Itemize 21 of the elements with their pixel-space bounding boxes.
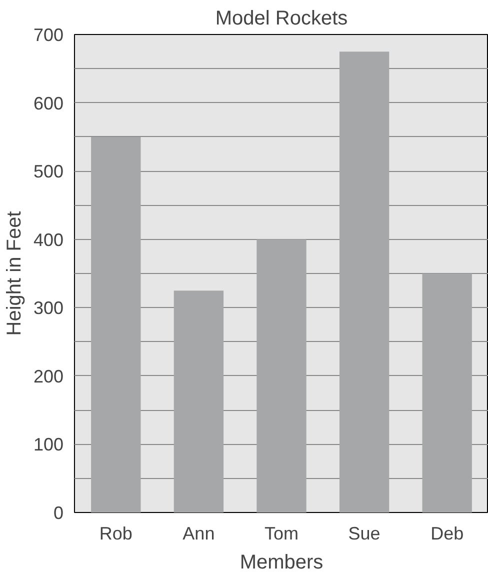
bar (91, 136, 141, 512)
x-tick-label: Sue (348, 524, 380, 544)
x-tick-label: Tom (264, 524, 299, 544)
y-tick-label: 0 (53, 503, 64, 523)
y-tick-label: 400 (33, 230, 64, 250)
y-tick-label: 300 (33, 298, 64, 318)
bar (422, 274, 472, 512)
y-tick-label: 700 (33, 25, 64, 45)
y-tick-label: 200 (33, 366, 64, 386)
x-tick-label: Deb (430, 524, 464, 544)
y-tick-label: 600 (33, 93, 64, 114)
x-tick-label: Rob (99, 524, 132, 544)
x-tick-label: Ann (182, 524, 215, 544)
bar (339, 52, 390, 512)
y-tick-label: 100 (33, 434, 64, 455)
bar (174, 290, 224, 512)
chart-title: Model Rockets (215, 8, 348, 30)
bar (256, 239, 306, 512)
y-axis-title: Height in Feet (3, 210, 26, 336)
y-tick-label: 500 (33, 162, 64, 182)
x-axis-title: Members (240, 552, 324, 574)
